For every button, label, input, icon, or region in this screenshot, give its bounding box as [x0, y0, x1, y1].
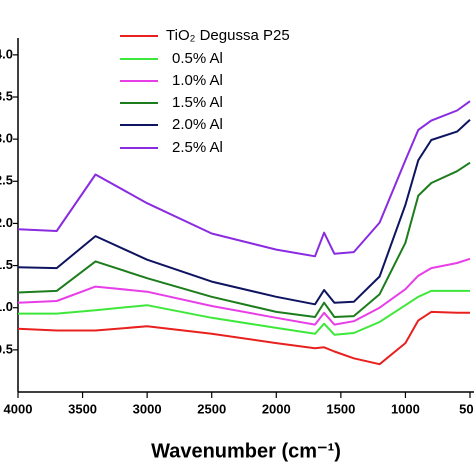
series-line — [17, 100, 471, 258]
legend-label: 0.5% Al — [172, 50, 223, 67]
y-tick-label: 2.0 — [0, 215, 13, 230]
legend-label: 1.5% Al — [172, 94, 223, 111]
series-line — [17, 257, 471, 326]
x-tick-label: 2500 — [197, 401, 226, 416]
series-line — [17, 119, 471, 306]
x-tick-label: 1500 — [326, 401, 355, 416]
x-tick-label: 4000 — [4, 401, 33, 416]
y-tick-label: 3.5 — [0, 88, 13, 103]
y-tick-label: 0.5 — [0, 341, 13, 356]
x-axis-label: Wavenumber (cm⁻¹) — [151, 440, 341, 462]
x-tick-label: 3500 — [68, 401, 97, 416]
y-tick-label: 3.0 — [0, 131, 13, 146]
y-tick-label: 1.5 — [0, 257, 13, 272]
legend-label: 2.5% Al — [172, 139, 223, 156]
x-tick-label: 2000 — [262, 401, 291, 416]
y-tick-label: 1.0 — [0, 299, 13, 314]
x-tick-label: 500 — [459, 401, 474, 416]
y-tick-label: 2.5 — [0, 173, 13, 188]
legend-label: 2.0% Al — [172, 116, 223, 133]
legend-label: 1.0% Al — [172, 72, 223, 89]
y-tick-label: 4.0 — [0, 46, 13, 61]
series-line — [17, 161, 471, 318]
x-tick-label: 3000 — [133, 401, 162, 416]
series-line — [18, 289, 470, 336]
legend-label: TiO₂ Degussa P25 — [166, 27, 290, 44]
x-tick-label: 1000 — [391, 401, 420, 416]
series-line — [17, 310, 470, 366]
